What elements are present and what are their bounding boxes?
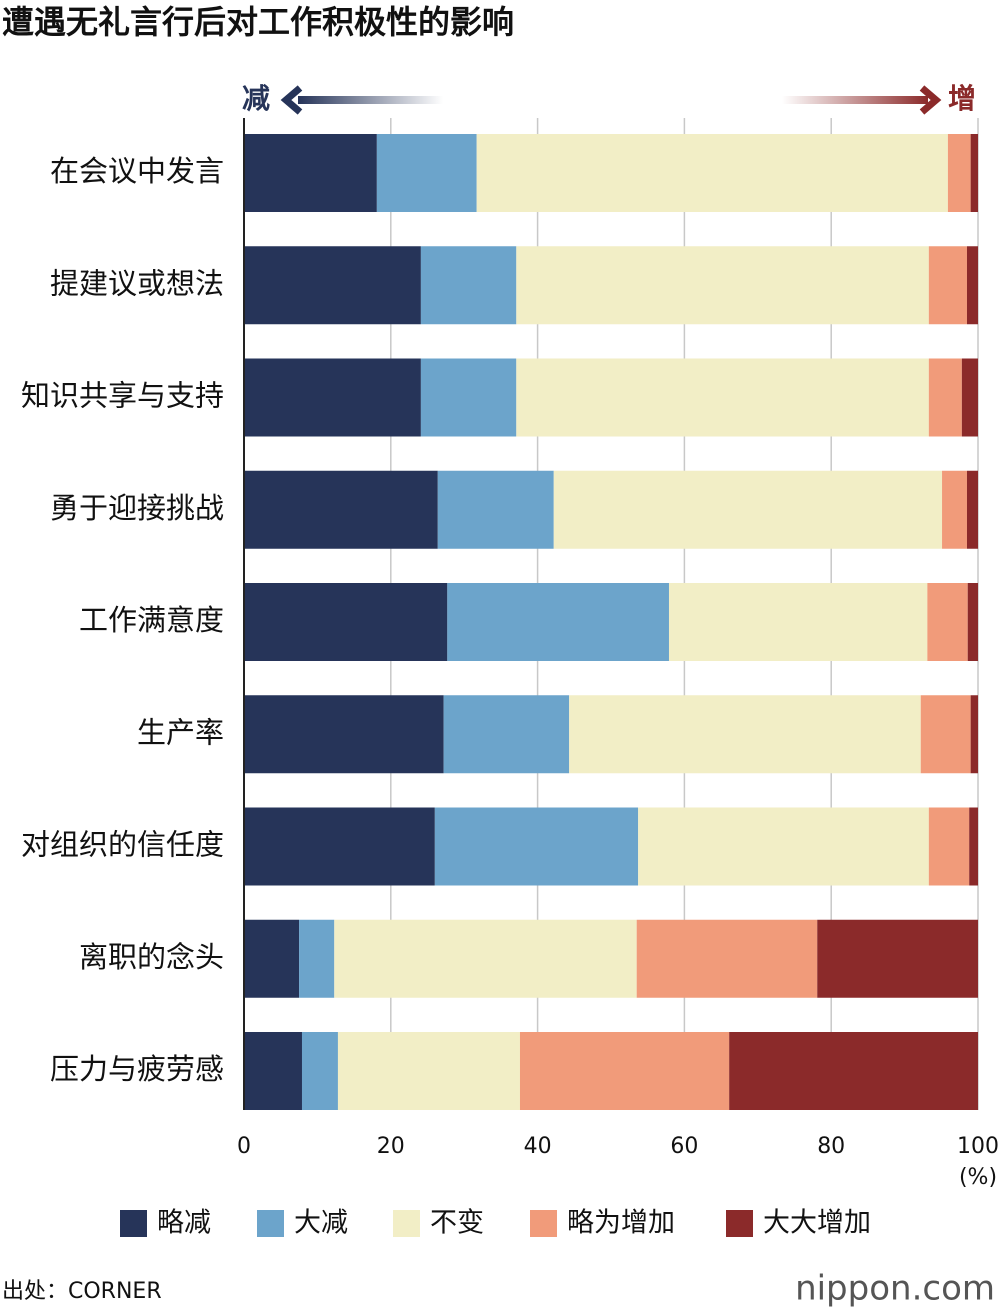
y-tick-label: 生产率 — [137, 715, 224, 749]
x-tick-label: 40 — [524, 1134, 552, 1159]
bar-segment — [668, 583, 928, 661]
legend-swatch — [393, 1210, 420, 1237]
bar-segment — [244, 246, 421, 325]
increase-arrow — [782, 85, 942, 115]
bar-segment — [476, 134, 948, 212]
bar-segment — [942, 470, 967, 549]
bar-segment — [967, 583, 978, 661]
increase-label: 增 — [948, 82, 976, 115]
legend-swatch — [530, 1210, 557, 1237]
bar-segment — [244, 695, 444, 774]
legend-label: 不变 — [430, 1208, 484, 1239]
bar-segment — [927, 583, 968, 661]
bar-segment — [569, 695, 921, 774]
bar-segment — [516, 246, 929, 325]
y-tick-label: 对组织的信任度 — [21, 828, 224, 862]
x-tick-label: 100 — [957, 1134, 999, 1159]
y-tick-label: 知识共享与支持 — [21, 379, 224, 413]
y-tick-label: 离职的念头 — [79, 940, 224, 974]
logo: nippon.com — [795, 1269, 995, 1309]
y-tick-label: 提建议或想法 — [50, 266, 224, 300]
legend-swatch — [726, 1210, 753, 1237]
chart-title: 遭遇无礼言行后对工作积极性的影响 — [2, 3, 514, 41]
x-tick-label: 0 — [237, 1134, 251, 1159]
bar-segment — [434, 807, 639, 886]
bar-segment — [420, 246, 517, 325]
bar-segment — [947, 134, 971, 212]
bar-segment — [928, 358, 962, 437]
bar-segment — [244, 919, 300, 998]
bar-segment — [376, 134, 477, 212]
legend-label: 大大增加 — [763, 1208, 871, 1239]
y-tick-label: 勇于迎接挑战 — [50, 491, 224, 525]
y-tick-label: 压力与疲劳感 — [50, 1052, 224, 1086]
decrease-label: 减 — [242, 82, 270, 115]
legend-swatch — [257, 1210, 284, 1237]
legend-swatch — [120, 1210, 147, 1237]
bar-segment — [516, 358, 929, 437]
x-tick-label: 80 — [817, 1134, 845, 1159]
bar-segment — [437, 470, 554, 549]
bar-segment — [817, 919, 978, 998]
bar-segment — [299, 919, 335, 998]
bar-segment — [553, 470, 943, 549]
bar-segment — [966, 470, 978, 549]
legend-label: 大减 — [294, 1208, 348, 1239]
bar-segment — [447, 583, 669, 661]
x-tick-label: 60 — [670, 1134, 698, 1159]
bar-segment — [966, 246, 978, 325]
legend-label: 略为增加 — [567, 1208, 675, 1239]
bar-segment — [928, 246, 967, 325]
bar-segment — [301, 1032, 338, 1110]
bar-segment — [244, 134, 377, 212]
bar-segment — [244, 807, 435, 886]
bar-segment — [928, 807, 970, 886]
bar-segment — [337, 1032, 520, 1110]
y-tick-label: 在会议中发言 — [50, 154, 224, 188]
y-tick-label: 工作满意度 — [79, 603, 224, 637]
bar-segment — [334, 919, 637, 998]
bar-segment — [970, 695, 978, 774]
x-axis-unit: (%) — [959, 1165, 997, 1190]
bar-segment — [244, 1032, 302, 1110]
source: 出处：CORNER — [2, 1279, 162, 1304]
bar-segment — [244, 358, 421, 437]
bar-segment — [961, 358, 978, 437]
bar-segment — [638, 807, 929, 886]
bar-segment — [636, 919, 818, 998]
legend-label: 略减 — [157, 1208, 211, 1239]
bar-segment — [729, 1032, 978, 1110]
decrease-arrow — [280, 85, 443, 115]
bar-segment — [244, 470, 438, 549]
bar-segment — [420, 358, 517, 437]
bar-segment — [443, 695, 570, 774]
bar-segment — [920, 695, 971, 774]
x-tick-label: 20 — [377, 1134, 405, 1159]
bar-segment — [969, 807, 978, 886]
bar-segment — [244, 583, 448, 661]
bar-segment — [519, 1032, 730, 1110]
bar-segment — [970, 134, 978, 212]
